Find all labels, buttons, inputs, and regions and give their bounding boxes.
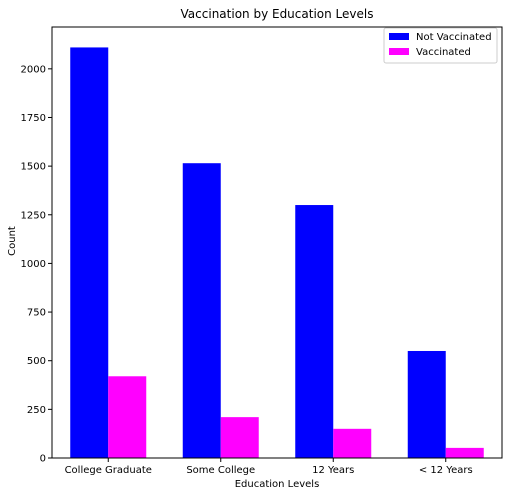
- bar-vaccinated-1: [221, 417, 259, 458]
- bar-vaccinated-0: [108, 376, 146, 458]
- y-tick-label-6: 1500: [21, 162, 46, 173]
- legend-swatch-0: [389, 33, 409, 40]
- legend-label-1: Vaccinated: [416, 47, 471, 58]
- y-tick-label-3: 750: [27, 308, 46, 319]
- x-tick-label-2: 12 Years: [312, 465, 354, 476]
- y-tick-label-4: 1000: [21, 259, 46, 270]
- y-tick-label-5: 1250: [21, 210, 46, 221]
- y-axis-label: Count: [7, 226, 18, 256]
- bars-group: [70, 47, 484, 458]
- bar-not-vaccinated-0: [70, 47, 108, 458]
- bar-vaccinated-3: [446, 448, 484, 458]
- bar-not-vaccinated-2: [295, 205, 333, 458]
- y-ticks-group: 0 250 500 750 1000 1250 1500 1750 2000: [21, 64, 52, 464]
- y-tick-label-2: 500: [27, 356, 46, 367]
- y-tick-label-0: 0: [40, 454, 46, 465]
- x-axis-label: Education Levels: [235, 479, 320, 490]
- x-ticks-group: College Graduate Some College 12 Years < 12…: [65, 458, 473, 476]
- legend-label-0: Not Vaccinated: [416, 32, 492, 43]
- y-tick-label-1: 250: [27, 405, 46, 416]
- bar-not-vaccinated-3: [408, 351, 446, 458]
- legend: Not Vaccinated Vaccinated: [384, 28, 497, 63]
- x-tick-label-1: Some College: [186, 465, 255, 476]
- x-tick-label-3: < 12 Years: [419, 465, 473, 476]
- legend-swatch-1: [389, 48, 409, 55]
- chart-title: Vaccination by Education Levels: [181, 7, 374, 21]
- y-tick-label-8: 2000: [21, 64, 46, 75]
- x-tick-label-0: College Graduate: [65, 465, 152, 476]
- bar-vaccinated-2: [333, 429, 371, 458]
- bar-not-vaccinated-1: [183, 163, 221, 458]
- y-tick-label-7: 1750: [21, 113, 46, 124]
